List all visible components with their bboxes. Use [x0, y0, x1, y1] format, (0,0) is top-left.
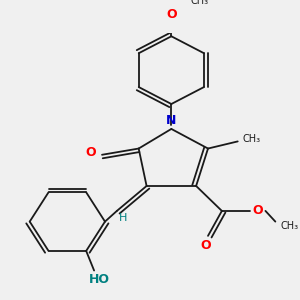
Text: O: O — [252, 204, 263, 218]
Text: CH₃: CH₃ — [190, 0, 208, 6]
Text: N: N — [166, 114, 176, 128]
Text: O: O — [86, 146, 96, 160]
Text: CH₃: CH₃ — [242, 134, 261, 144]
Text: CH₃: CH₃ — [280, 221, 298, 231]
Text: O: O — [166, 8, 177, 20]
Text: O: O — [201, 239, 211, 252]
Text: H: H — [118, 213, 127, 223]
Text: HO: HO — [88, 273, 110, 286]
